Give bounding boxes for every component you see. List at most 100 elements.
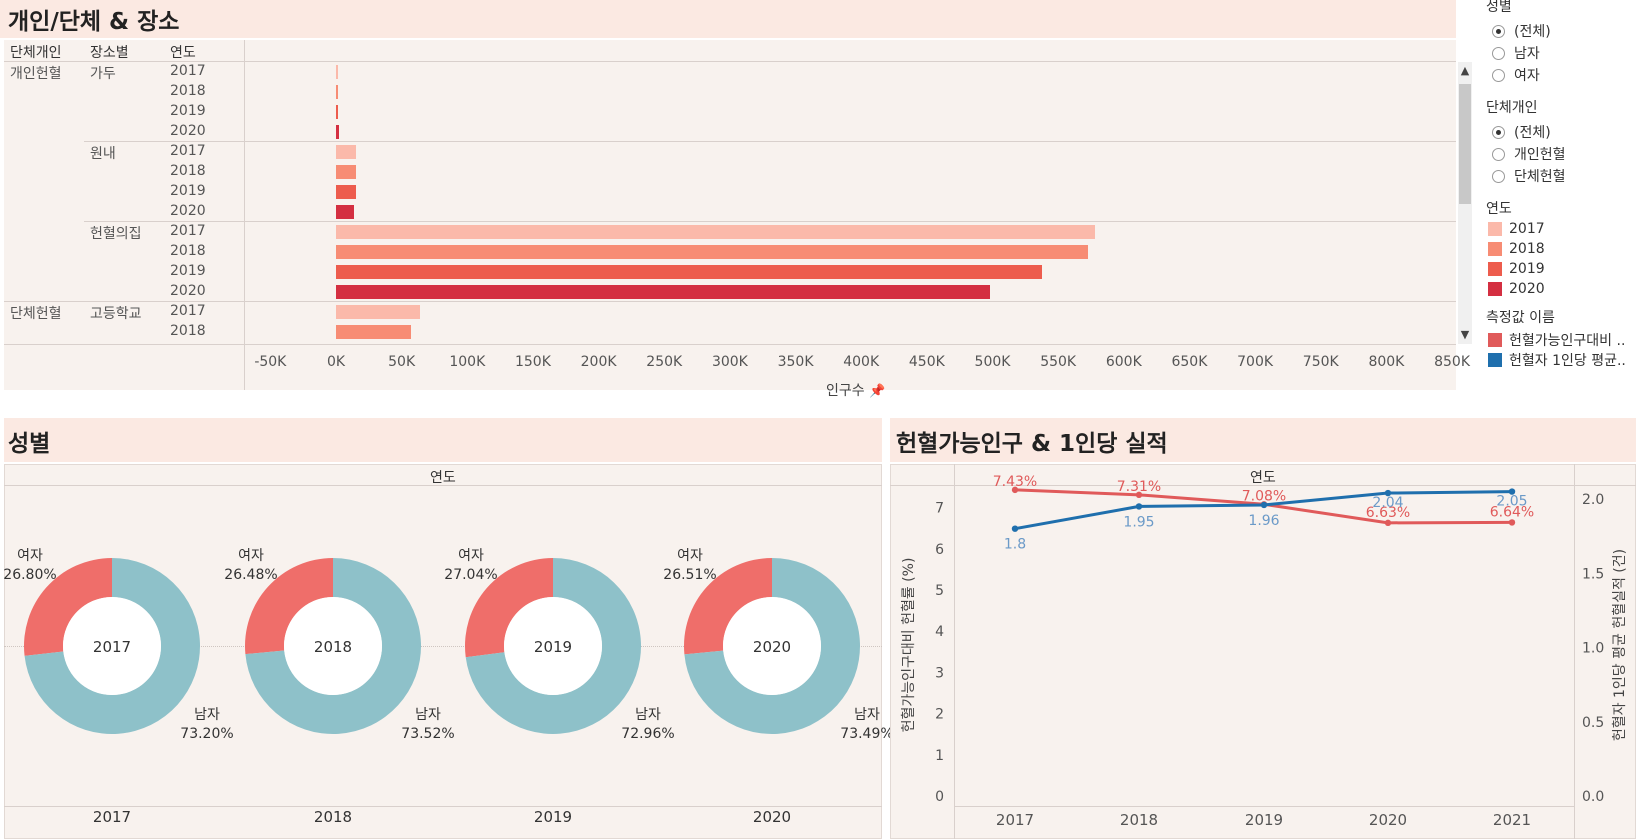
row-place-label: 고등학교 — [90, 306, 142, 322]
gender-panel-title-bar — [4, 418, 882, 462]
row-year-label: 2017 — [170, 63, 206, 79]
gender-filter-title: 성별 — [1486, 0, 1512, 15]
group-option-organization[interactable]: 단체헌혈 — [1492, 166, 1566, 186]
series-point[interactable] — [1508, 488, 1516, 495]
group-divider — [84, 141, 1456, 142]
series-point[interactable] — [1384, 489, 1392, 497]
donut-male-slice[interactable] — [465, 558, 641, 735]
data-label: 1.95 — [1123, 514, 1154, 530]
legend-label: 2020 — [1509, 281, 1545, 297]
series-point[interactable] — [1384, 519, 1392, 527]
top-panel-title-bar — [0, 0, 1456, 38]
donut-hole — [723, 597, 821, 695]
radio-icon[interactable] — [1492, 125, 1505, 139]
x-tick-label: 0K — [326, 354, 346, 370]
line-x-tick: 2019 — [1245, 811, 1283, 829]
donut-female-label: 여자 — [238, 548, 264, 564]
year-legend-2018[interactable]: 2018 — [1488, 241, 1545, 257]
series-point[interactable] — [1260, 501, 1268, 509]
series-point[interactable] — [1011, 486, 1019, 494]
radio-icon[interactable] — [1492, 68, 1505, 82]
radio-icon[interactable] — [1492, 147, 1505, 161]
bar[interactable] — [336, 265, 1043, 279]
donut-center-year: 2017 — [93, 638, 131, 656]
donut-male-slice[interactable] — [245, 558, 421, 735]
group-divider — [84, 221, 1456, 222]
data-label: 7.43% — [993, 474, 1037, 490]
legend-label: 헌혈자 1인당 평균.. — [1509, 353, 1626, 369]
bar[interactable] — [336, 185, 356, 199]
x-axis-label[interactable]: 인구수 📌 — [826, 380, 885, 400]
series-point[interactable] — [1135, 491, 1143, 499]
row-place-label: 헌혈의집 — [90, 226, 142, 242]
series-point[interactable] — [1508, 519, 1516, 526]
line-panel-header: 연도 — [1250, 470, 1276, 486]
radio-icon[interactable] — [1492, 24, 1505, 38]
scroll-down-icon[interactable]: ▼ — [1460, 328, 1470, 341]
left-y-tick: 7 — [935, 501, 944, 517]
gender-option-female[interactable]: 여자 — [1492, 65, 1540, 85]
row-place-label: 가두 — [90, 66, 116, 82]
series-point[interactable] — [1011, 525, 1019, 532]
legend-swatch — [1488, 353, 1502, 367]
x-tick-label: 50K — [388, 354, 416, 370]
col-header-place: 장소별 — [90, 45, 129, 61]
bar[interactable] — [336, 205, 355, 219]
measure-legend-avg[interactable]: 헌혈자 1인당 평균.. — [1488, 350, 1626, 370]
bar[interactable] — [336, 105, 338, 119]
bar[interactable] — [336, 305, 421, 319]
measure-legend-rate[interactable]: 헌혈가능인구대비 .. — [1488, 330, 1625, 350]
bar[interactable] — [336, 165, 356, 179]
bar[interactable] — [336, 285, 990, 299]
col-header-group: 단체개인 — [10, 45, 62, 61]
group-option-all[interactable]: (전체) — [1492, 122, 1551, 142]
donut-male-label: 남자 — [635, 707, 661, 723]
axis-divider — [4, 344, 1456, 345]
data-label: 1.96 — [1248, 513, 1279, 529]
legend-swatch — [1488, 333, 1502, 347]
x-tick-label: 550K — [1040, 354, 1077, 370]
scroll-up-icon[interactable]: ▲ — [1460, 64, 1470, 77]
donut-male-slice[interactable] — [24, 558, 200, 734]
donut-male-label: 남자 — [854, 707, 880, 723]
bar[interactable] — [336, 65, 338, 79]
donut-female-slice[interactable] — [245, 558, 333, 655]
row-year-label: 2020 — [170, 123, 206, 139]
x-tick-label: 350K — [777, 354, 814, 370]
bar[interactable] — [336, 245, 1089, 259]
donut-female-slice[interactable] — [24, 558, 113, 656]
row-year-label: 2019 — [170, 103, 206, 119]
bar[interactable] — [336, 125, 340, 139]
x-tick-label: 850K — [1434, 354, 1470, 370]
radio-icon[interactable] — [1492, 169, 1505, 183]
scrollbar[interactable]: ▲ ▼ — [1458, 62, 1472, 344]
bar[interactable] — [336, 85, 338, 99]
group-option-individual[interactable]: 개인헌혈 — [1492, 144, 1566, 164]
right-y-tick: 2.0 — [1582, 492, 1604, 508]
donut-x-tick: 2020 — [753, 808, 791, 826]
gender-panel-title: 성별 — [8, 431, 51, 457]
donut-female-slice[interactable] — [683, 558, 772, 655]
data-label: 2.05 — [1496, 494, 1527, 510]
bar[interactable] — [336, 145, 356, 159]
row-group-label: 단체헌혈 — [10, 306, 62, 322]
x-tick-label: 100K — [449, 354, 486, 370]
year-legend-2017[interactable]: 2017 — [1488, 221, 1545, 237]
line-left-axis-divider — [954, 464, 955, 839]
scroll-thumb[interactable] — [1459, 84, 1471, 204]
gender-option-all[interactable]: (전체) — [1492, 21, 1551, 41]
series-point[interactable] — [1135, 503, 1143, 510]
row-year-label: 2019 — [170, 183, 206, 199]
radio-icon[interactable] — [1492, 46, 1505, 60]
bar[interactable] — [336, 225, 1095, 239]
donut-male-slice[interactable] — [684, 558, 861, 735]
bar[interactable] — [336, 325, 411, 339]
donut-female-label: 여자 — [458, 548, 484, 564]
year-legend-2020[interactable]: 2020 — [1488, 281, 1545, 297]
year-legend-2019[interactable]: 2019 — [1488, 261, 1545, 277]
donut-female-slice[interactable] — [464, 558, 553, 658]
header-divider — [4, 61, 1456, 62]
line-x-tick: 2017 — [996, 811, 1034, 829]
gender-option-male[interactable]: 남자 — [1492, 43, 1540, 63]
